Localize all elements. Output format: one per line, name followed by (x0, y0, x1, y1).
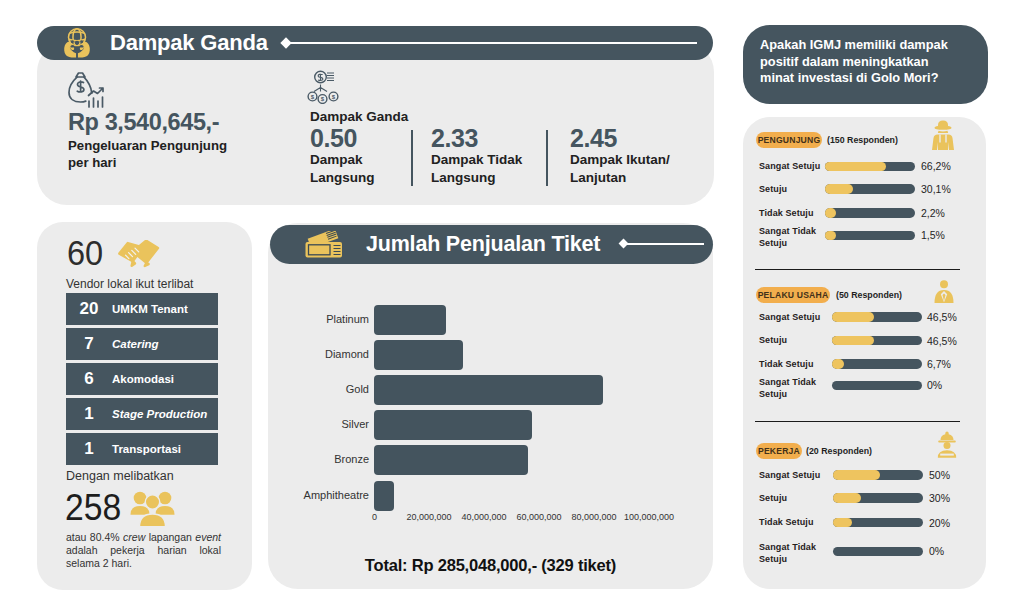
svg-text:$: $ (332, 94, 336, 100)
svg-text:$: $ (321, 96, 325, 102)
svg-text:$: $ (311, 94, 315, 100)
